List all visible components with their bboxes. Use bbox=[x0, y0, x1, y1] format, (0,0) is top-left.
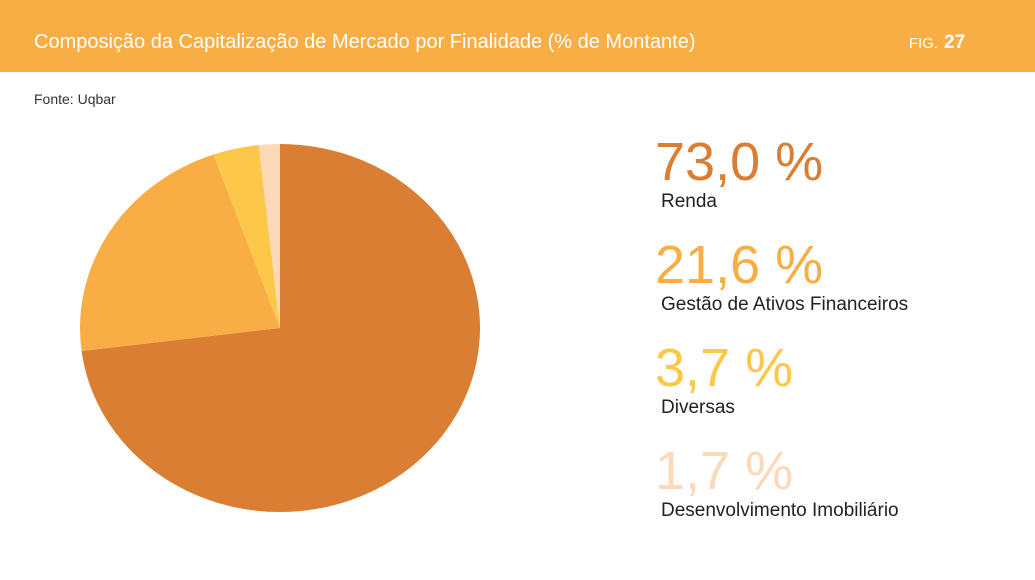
category-label: Renda bbox=[661, 191, 717, 212]
header-title: Composição da Capitalização de Mercado p… bbox=[34, 31, 695, 53]
category-label: Desenvolvimento Imobiliário bbox=[661, 500, 899, 521]
category-label: Gestão de Ativos Financeiros bbox=[661, 294, 908, 315]
pie-slice bbox=[213, 145, 280, 328]
fig-number: 27 bbox=[944, 32, 965, 53]
value-label: 3,7 % bbox=[655, 338, 793, 398]
header-bar bbox=[0, 0, 1035, 72]
source: Fonte: Uqbar bbox=[34, 91, 116, 107]
category-label: Diversas bbox=[661, 397, 735, 418]
pie-slice bbox=[81, 144, 480, 512]
value-label: 73,0 % bbox=[655, 132, 823, 192]
value-label: 1,7 % bbox=[655, 441, 793, 501]
pie-slice bbox=[80, 154, 281, 352]
value-label: 21,6 % bbox=[655, 235, 823, 295]
fig-label: FIG. bbox=[909, 35, 938, 52]
pie-slice bbox=[258, 144, 280, 328]
